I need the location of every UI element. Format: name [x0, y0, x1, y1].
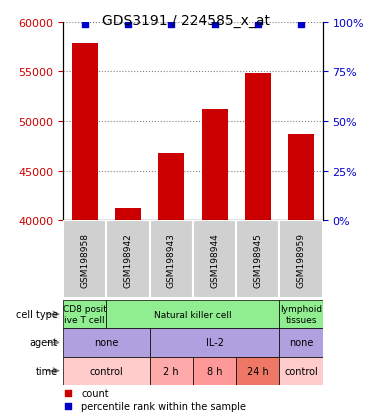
Bar	[279, 221, 323, 298]
Bar	[236, 221, 279, 298]
Bar	[63, 357, 150, 385]
Bar	[193, 357, 236, 385]
Bar	[150, 357, 193, 385]
Text: GSM198945: GSM198945	[253, 232, 262, 287]
Bar	[279, 328, 323, 357]
Text: none: none	[289, 337, 313, 348]
Bar	[288, 135, 314, 221]
Bar	[279, 357, 323, 385]
Point	[125, 21, 131, 28]
Text: time: time	[35, 366, 58, 376]
Point	[255, 21, 261, 28]
Bar	[106, 221, 150, 298]
Text: 2 h: 2 h	[164, 366, 179, 376]
Point	[65, 403, 71, 409]
Text: IL-2: IL-2	[206, 337, 224, 348]
Text: Natural killer cell: Natural killer cell	[154, 310, 232, 319]
Text: GSM198943: GSM198943	[167, 232, 176, 287]
Point	[65, 390, 71, 396]
Bar	[150, 221, 193, 298]
Text: GDS3191 / 224585_x_at: GDS3191 / 224585_x_at	[102, 14, 269, 28]
Bar	[115, 208, 141, 221]
Text: CD8 posit
ive T cell: CD8 posit ive T cell	[63, 305, 106, 324]
Text: control: control	[89, 366, 123, 376]
Text: 8 h: 8 h	[207, 366, 222, 376]
Bar	[72, 43, 98, 221]
Bar	[201, 110, 227, 221]
Bar	[193, 221, 236, 298]
Bar	[150, 328, 279, 357]
Text: 24 h: 24 h	[247, 366, 269, 376]
Point	[168, 21, 174, 28]
Text: none: none	[94, 337, 119, 348]
Bar	[63, 221, 106, 298]
Bar	[106, 300, 279, 328]
Point	[211, 21, 217, 28]
Text: percentile rank within the sample: percentile rank within the sample	[81, 401, 246, 411]
Bar	[158, 154, 184, 221]
Bar	[63, 300, 106, 328]
Text: GSM198944: GSM198944	[210, 232, 219, 287]
Bar	[279, 300, 323, 328]
Text: lymphoid
tissues: lymphoid tissues	[280, 305, 322, 324]
Text: GSM198959: GSM198959	[297, 232, 306, 287]
Text: GSM198942: GSM198942	[124, 232, 132, 287]
Point	[82, 21, 88, 28]
Bar	[236, 357, 279, 385]
Point	[298, 21, 304, 28]
Bar	[63, 328, 150, 357]
Text: GSM198958: GSM198958	[80, 232, 89, 287]
Text: agent: agent	[29, 337, 58, 348]
Text: cell type: cell type	[16, 309, 58, 319]
Bar	[245, 74, 271, 221]
Text: count: count	[81, 388, 109, 398]
Text: control: control	[284, 366, 318, 376]
